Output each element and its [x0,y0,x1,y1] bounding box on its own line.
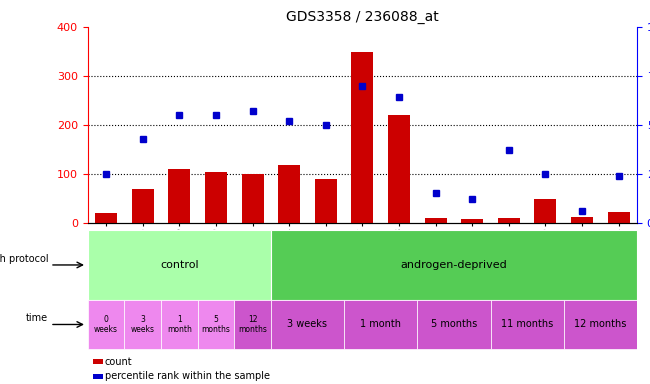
Text: growth protocol: growth protocol [0,254,48,264]
Bar [534,199,556,223]
Text: 3
weeks: 3 weeks [131,315,155,334]
Bar [417,300,491,349]
Bar [608,212,630,223]
Text: 1
month: 1 month [167,315,192,334]
Text: 12
months: 12 months [238,315,267,334]
Bar [88,300,124,349]
Bar [344,300,417,349]
Bar [88,230,271,300]
Text: 11 months: 11 months [501,319,553,329]
Bar [424,218,447,223]
Text: androgen-deprived: androgen-deprived [400,260,507,270]
Bar [491,300,564,349]
Bar [564,300,637,349]
Text: 12 months: 12 months [574,319,627,329]
Text: percentile rank within the sample: percentile rank within the sample [105,371,270,381]
Bar [271,300,344,349]
Text: 5 months: 5 months [431,319,477,329]
Bar [205,172,227,223]
Text: 3 weeks: 3 weeks [287,319,328,329]
Text: time: time [26,313,48,323]
Bar [278,165,300,223]
Bar [161,300,198,349]
Bar [388,115,410,223]
Bar [352,52,373,223]
Bar [462,219,483,223]
Bar [242,174,263,223]
Bar [168,169,190,223]
Bar [93,359,103,364]
Bar [93,374,103,379]
Bar [498,218,520,223]
Bar [132,189,153,223]
Bar [234,300,271,349]
Text: 0
weeks: 0 weeks [94,315,118,334]
Bar [315,179,337,223]
Title: GDS3358 / 236088_at: GDS3358 / 236088_at [286,10,439,25]
Bar [198,300,234,349]
Bar [271,230,637,300]
Text: count: count [105,356,133,367]
Text: 5
months: 5 months [202,315,230,334]
Text: 1 month: 1 month [360,319,401,329]
Bar [571,217,593,223]
Bar [124,300,161,349]
Text: control: control [160,260,199,270]
Bar [95,213,117,223]
